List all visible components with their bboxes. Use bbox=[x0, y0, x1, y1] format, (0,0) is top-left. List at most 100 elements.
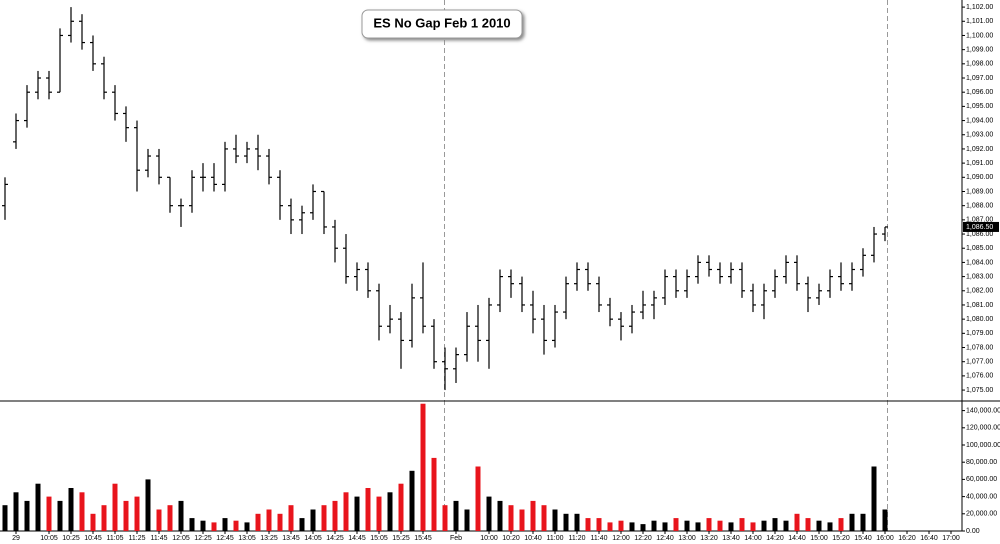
ohlc-bar bbox=[57, 28, 63, 93]
volume-bar bbox=[673, 518, 679, 531]
ohlc-bar bbox=[112, 85, 118, 121]
ohlc-bar bbox=[266, 148, 272, 185]
y-tick-label: 1,089.00 bbox=[966, 188, 993, 195]
ohlc-bar bbox=[442, 347, 448, 391]
x-tick-label: 14:20 bbox=[766, 535, 784, 542]
volume-bar bbox=[409, 470, 415, 531]
y-tick-label: 1,095.00 bbox=[966, 103, 993, 110]
chart-title: ES No Gap Feb 1 2010 bbox=[373, 15, 510, 30]
volume-bar bbox=[2, 505, 8, 531]
x-tick-label: 13:05 bbox=[238, 535, 256, 542]
x-tick-label: 13:00 bbox=[678, 535, 696, 542]
x-tick-label: 12:40 bbox=[656, 535, 674, 542]
volume-bar bbox=[882, 509, 888, 531]
y-tick-label: 1,102.00 bbox=[966, 4, 993, 11]
ohlc-bar bbox=[860, 248, 866, 277]
ohlc-bar bbox=[530, 290, 536, 334]
y-tick-label: 1,096.00 bbox=[966, 89, 993, 96]
last-price-box bbox=[963, 221, 999, 232]
ohlc-bar bbox=[178, 198, 184, 227]
volume-bar bbox=[189, 518, 195, 531]
volume-bar bbox=[35, 483, 41, 531]
ohlc-bar bbox=[310, 184, 316, 220]
volume-bar bbox=[24, 500, 30, 531]
volume-bar bbox=[871, 466, 877, 531]
x-tick-label: 15:45 bbox=[414, 535, 432, 542]
volume-bar bbox=[684, 520, 690, 531]
volume-bar bbox=[640, 524, 646, 531]
x-tick-label: 16:40 bbox=[920, 535, 938, 542]
ohlc-bar bbox=[431, 319, 437, 369]
y-tick-label: 1,076.00 bbox=[966, 373, 993, 380]
volume-bar bbox=[508, 505, 514, 531]
y-tick-label: 1,080.00 bbox=[966, 316, 993, 323]
ohlc-bar bbox=[761, 283, 767, 320]
volume-tick-label: 60,000.00 bbox=[966, 476, 997, 483]
ohlc-bar bbox=[79, 14, 85, 50]
x-tick-label: 15:00 bbox=[810, 535, 828, 542]
x-tick-label: Feb bbox=[450, 535, 462, 542]
y-tick-label: 1,078.00 bbox=[966, 344, 993, 351]
x-tick-label: 14:40 bbox=[788, 535, 806, 542]
ohlc-bar bbox=[365, 262, 371, 298]
ohlc-bar bbox=[123, 106, 129, 142]
volume-bar bbox=[585, 518, 591, 531]
x-tick-label: 10:05 bbox=[40, 535, 58, 542]
volume-bar bbox=[783, 520, 789, 531]
volume-bar bbox=[90, 513, 96, 531]
x-tick-label: 14:45 bbox=[348, 535, 366, 542]
volume-bar bbox=[343, 492, 349, 531]
ohlc-bar bbox=[189, 170, 195, 213]
ohlc-bar bbox=[574, 262, 580, 291]
y-tick-label: 1,091.00 bbox=[966, 160, 993, 167]
last-price-label: 1,086.50 bbox=[966, 224, 993, 231]
ohlc-bar bbox=[134, 120, 140, 192]
ohlc-bar bbox=[607, 297, 613, 327]
ohlc-bar bbox=[68, 7, 74, 43]
ohlc-bar bbox=[882, 226, 888, 242]
ohlc-bar bbox=[849, 262, 855, 291]
ohlc-bar bbox=[398, 312, 404, 369]
title-box bbox=[361, 9, 523, 39]
x-tick-label: 10:45 bbox=[84, 535, 102, 542]
x-tick-label: 11:25 bbox=[129, 535, 146, 542]
volume-bar bbox=[68, 488, 74, 531]
ohlc-bar bbox=[156, 148, 162, 185]
volume-bar bbox=[805, 518, 811, 531]
volume-bar bbox=[794, 513, 800, 531]
ohlc-bar bbox=[497, 269, 503, 313]
volume-bar bbox=[827, 522, 833, 531]
y-tick-label: 1,082.00 bbox=[966, 288, 993, 295]
y-tick-label: 1,075.00 bbox=[966, 387, 993, 394]
volume-bar bbox=[442, 505, 448, 531]
x-tick-label: 13:45 bbox=[282, 535, 300, 542]
volume-tick-label: 0.00 bbox=[966, 528, 980, 535]
ohlc-bar bbox=[541, 304, 547, 355]
x-tick-label: 15:25 bbox=[392, 535, 410, 542]
x-tick-label: 29 bbox=[12, 535, 20, 542]
ohlc-bar bbox=[211, 163, 217, 192]
volume-bar bbox=[519, 509, 525, 531]
volume-bar bbox=[706, 518, 712, 531]
x-tick-label: 12:05 bbox=[172, 535, 190, 542]
volume-bar bbox=[167, 505, 173, 531]
volume-bar bbox=[288, 505, 294, 531]
volume-tick-label: 100,000.00 bbox=[966, 442, 1000, 449]
x-tick-label: 10:20 bbox=[502, 535, 520, 542]
ohlc-bar bbox=[35, 70, 41, 100]
ohlc-bar bbox=[772, 269, 778, 298]
y-tick-label: 1,086.00 bbox=[966, 231, 993, 238]
volume-bar bbox=[376, 496, 382, 531]
ohlc-bar bbox=[651, 290, 657, 320]
volume-tick-label: 20,000.00 bbox=[966, 511, 997, 518]
volume-bar bbox=[596, 518, 602, 531]
y-tick-label: 1,084.00 bbox=[966, 259, 993, 266]
volume-bar bbox=[717, 520, 723, 531]
volume-bar bbox=[728, 522, 734, 531]
ohlc-bar bbox=[563, 276, 569, 320]
y-tick-label: 1,099.00 bbox=[966, 46, 993, 53]
ohlc-bar bbox=[321, 190, 327, 235]
volume-bar bbox=[629, 522, 635, 531]
volume-bars bbox=[2, 403, 888, 531]
volume-bar bbox=[123, 500, 129, 531]
